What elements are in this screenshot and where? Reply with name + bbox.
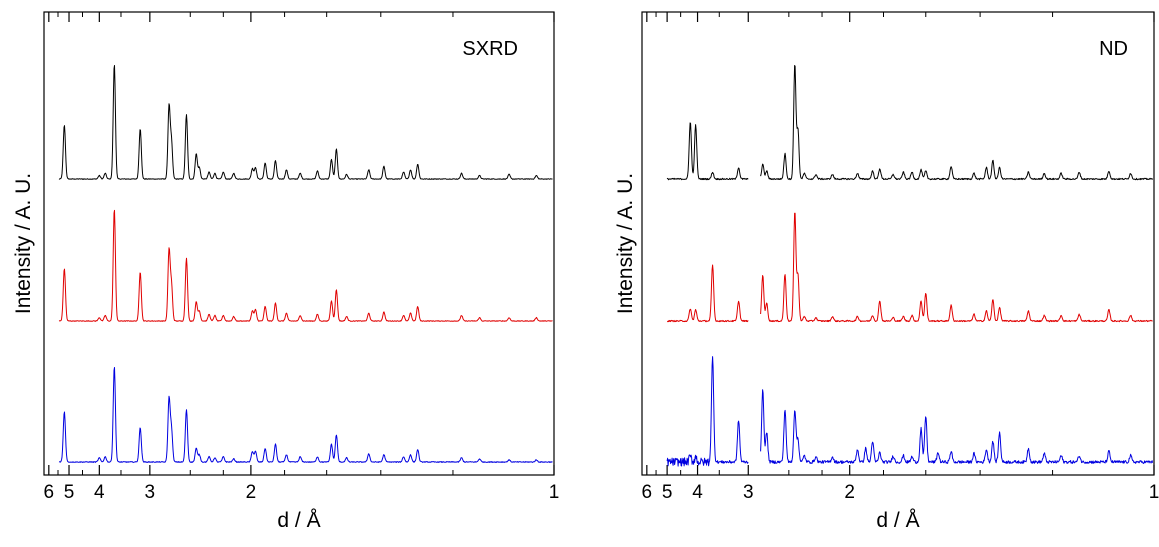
pattern-series-0	[666, 65, 1154, 181]
pattern-series-0	[58, 65, 553, 180]
x-tick-label: 1	[1149, 482, 1159, 503]
x-tick-label: 5	[662, 482, 673, 503]
panel-label: ND	[1099, 38, 1128, 60]
x-axis-title: d / Å	[277, 509, 320, 532]
x-tick-label: 2	[246, 482, 257, 503]
x-tick-label: 5	[64, 482, 75, 503]
x-tick-label: 3	[145, 482, 156, 503]
nd-panel: 6 5 4 3 2 1 d / Å Intensity / A. U. ND	[614, 11, 1159, 532]
pattern-series-2	[58, 367, 553, 463]
pattern-series-1	[58, 209, 553, 322]
pattern-series-1	[667, 212, 1153, 323]
x-tick-label: 3	[743, 482, 754, 503]
pattern-series-2	[666, 356, 1154, 467]
x-tick-label: 2	[844, 482, 855, 503]
panel-label: SXRD	[462, 38, 518, 60]
x-tick-label: 4	[692, 482, 703, 503]
y-axis-title: Intensity / A. U.	[614, 173, 637, 314]
plot-frame	[641, 11, 1155, 476]
x-tick-label: 6	[44, 482, 55, 503]
plot-frame	[43, 11, 555, 476]
x-tick-label: 6	[642, 482, 653, 503]
sxrd-panel: 6 5 4 3 2 1 d / Å Intensity / A. U. SXRD	[12, 11, 560, 532]
y-axis-title: Intensity / A. U.	[12, 173, 35, 314]
x-axis-title: d / Å	[876, 509, 919, 532]
x-tick-label: 4	[94, 482, 105, 503]
x-tick-label: 1	[549, 482, 560, 503]
